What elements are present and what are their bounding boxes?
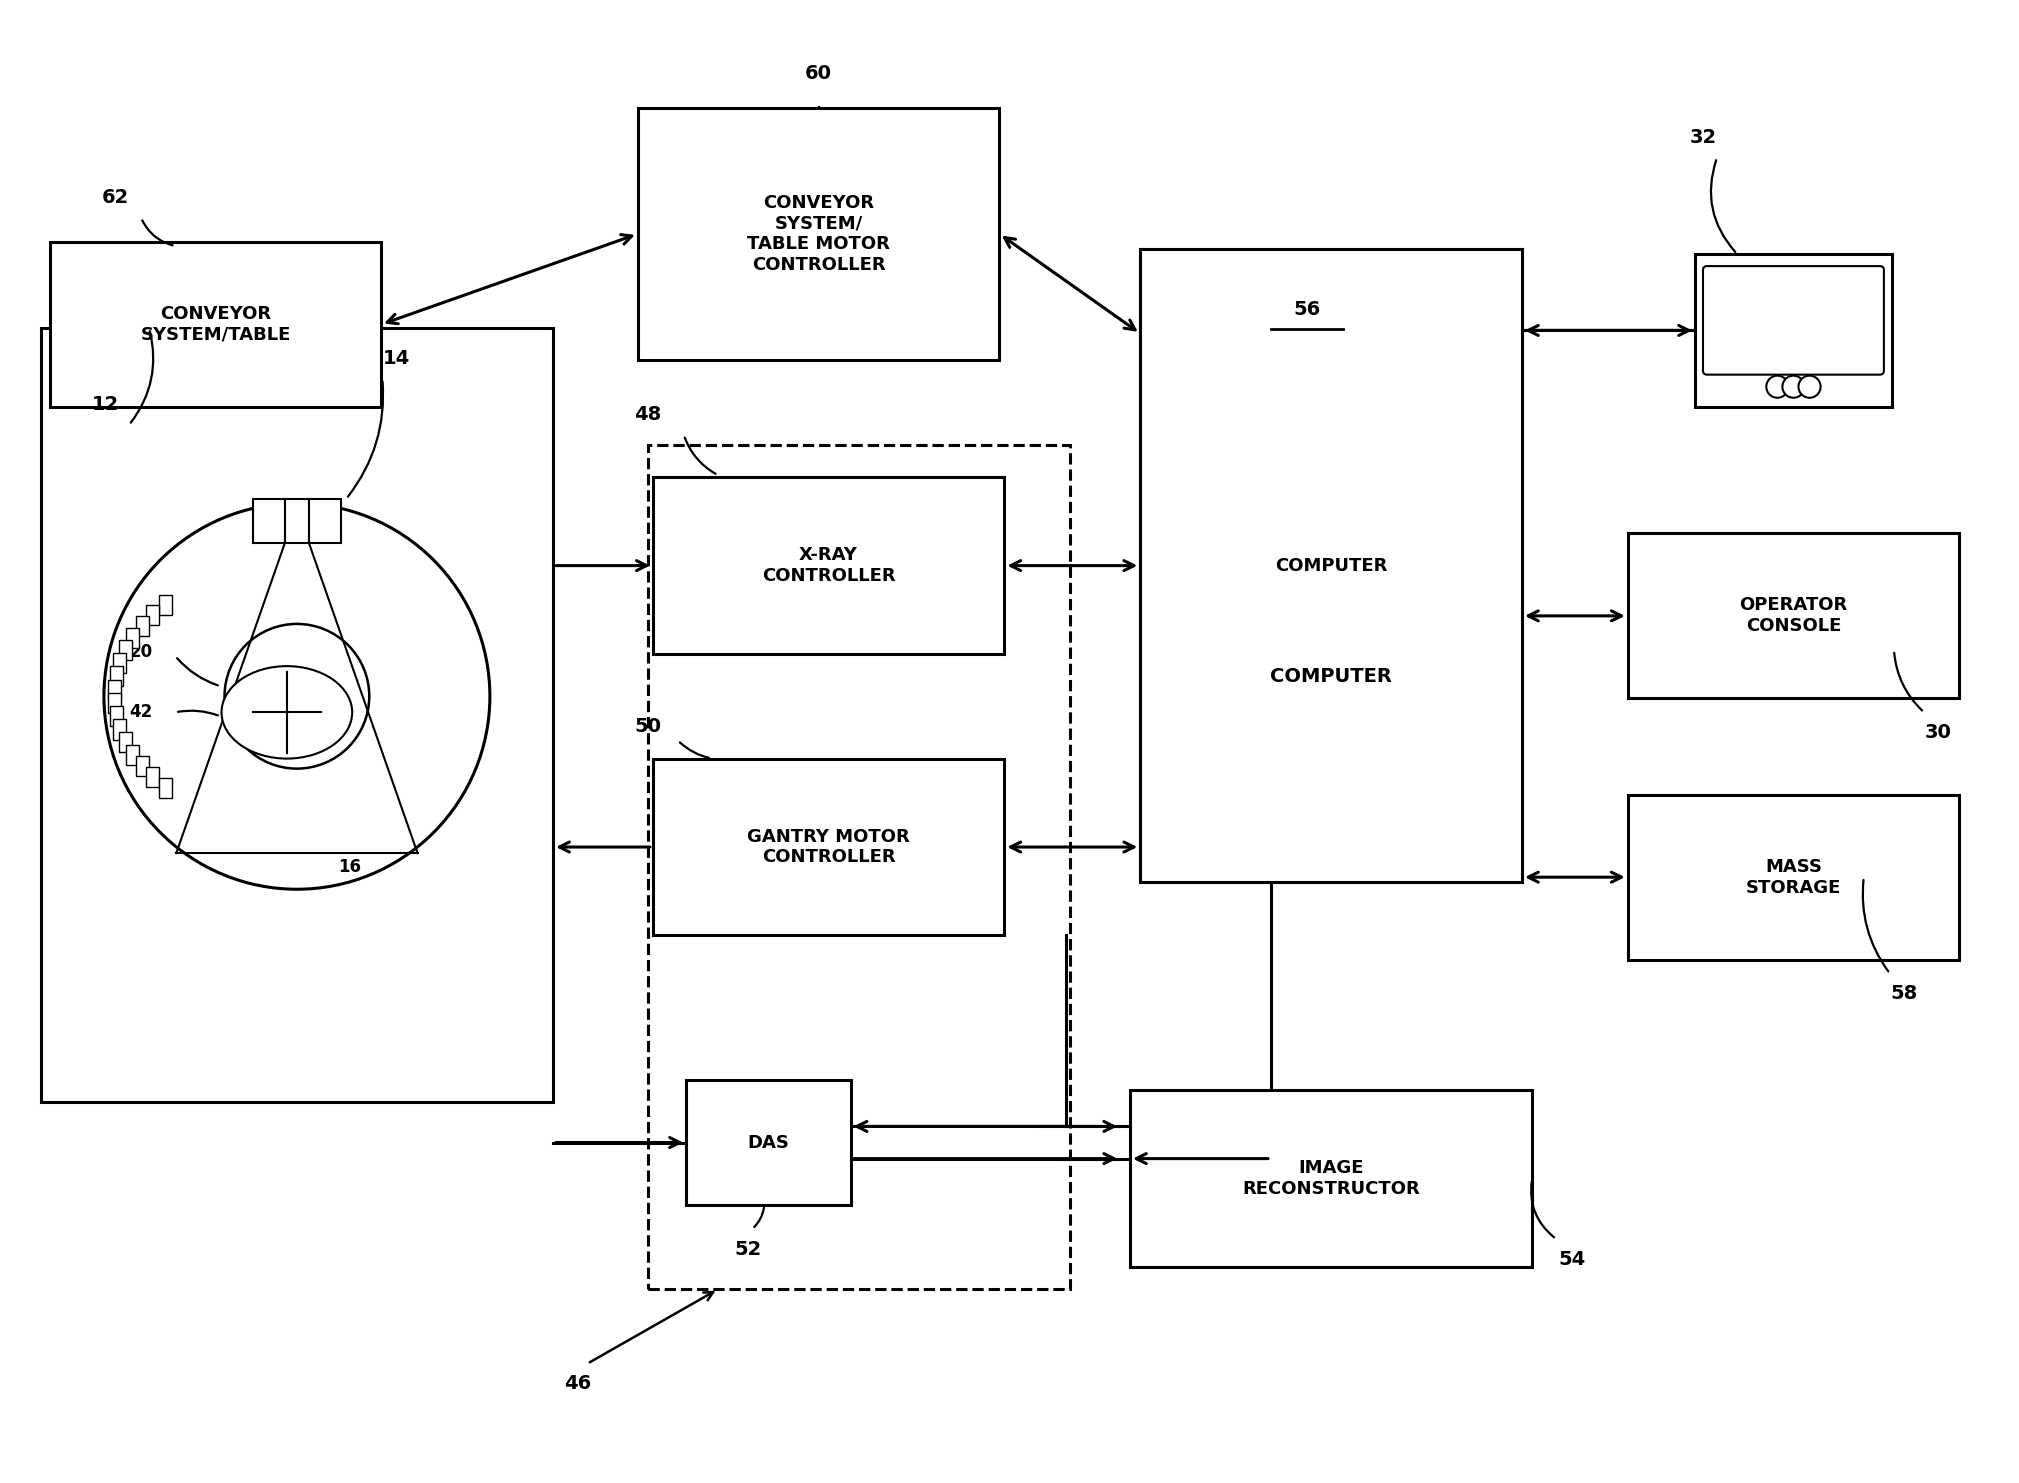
Circle shape <box>1767 375 1789 397</box>
Text: COMPUTER: COMPUTER <box>1274 556 1387 574</box>
FancyBboxPatch shape <box>113 653 127 673</box>
FancyBboxPatch shape <box>145 605 160 626</box>
Text: 60: 60 <box>806 64 832 83</box>
Text: CONVEYOR
SYSTEM/
TABLE MOTOR
CONTROLLER: CONVEYOR SYSTEM/ TABLE MOTOR CONTROLLER <box>747 194 890 274</box>
Text: 48: 48 <box>634 405 662 424</box>
FancyBboxPatch shape <box>1141 249 1522 882</box>
Text: 12: 12 <box>91 396 119 414</box>
FancyBboxPatch shape <box>1696 254 1892 406</box>
Text: 14: 14 <box>384 349 410 368</box>
Text: COMPUTER: COMPUTER <box>1270 667 1391 685</box>
FancyBboxPatch shape <box>109 666 123 687</box>
FancyBboxPatch shape <box>160 777 172 798</box>
Text: OPERATOR
CONSOLE: OPERATOR CONSOLE <box>1738 596 1847 635</box>
Circle shape <box>1799 375 1821 397</box>
Text: 50: 50 <box>634 716 660 736</box>
FancyBboxPatch shape <box>113 719 127 740</box>
FancyBboxPatch shape <box>40 328 553 1102</box>
Text: 16: 16 <box>339 859 361 876</box>
Text: GANTRY MOTOR
CONTROLLER: GANTRY MOTOR CONTROLLER <box>747 828 911 866</box>
FancyBboxPatch shape <box>107 693 121 713</box>
Text: 46: 46 <box>563 1375 592 1393</box>
FancyBboxPatch shape <box>160 595 172 615</box>
Text: 32: 32 <box>1690 128 1716 147</box>
FancyBboxPatch shape <box>145 767 160 787</box>
FancyBboxPatch shape <box>638 108 999 359</box>
FancyBboxPatch shape <box>109 706 123 727</box>
Text: X-RAY
CONTROLLER: X-RAY CONTROLLER <box>761 546 894 584</box>
FancyBboxPatch shape <box>50 242 382 406</box>
FancyBboxPatch shape <box>1627 534 1958 698</box>
FancyBboxPatch shape <box>119 641 131 660</box>
FancyBboxPatch shape <box>652 478 1005 654</box>
Text: 54: 54 <box>1559 1250 1587 1268</box>
Text: 42: 42 <box>129 703 153 721</box>
Text: 52: 52 <box>735 1240 761 1259</box>
FancyBboxPatch shape <box>285 498 309 543</box>
FancyBboxPatch shape <box>1131 1090 1532 1266</box>
Text: 20: 20 <box>129 644 153 661</box>
FancyBboxPatch shape <box>127 627 139 648</box>
FancyBboxPatch shape <box>686 1080 850 1204</box>
FancyBboxPatch shape <box>309 498 341 543</box>
FancyBboxPatch shape <box>1702 265 1884 375</box>
Ellipse shape <box>222 666 351 759</box>
FancyBboxPatch shape <box>1627 795 1958 960</box>
Text: 44: 44 <box>339 684 361 701</box>
Text: 62: 62 <box>101 188 129 208</box>
FancyBboxPatch shape <box>252 498 285 543</box>
FancyBboxPatch shape <box>1141 249 1522 882</box>
Circle shape <box>103 503 491 890</box>
FancyBboxPatch shape <box>107 679 121 700</box>
Text: 56: 56 <box>1294 300 1320 319</box>
Text: IMAGE
RECONSTRUCTOR: IMAGE RECONSTRUCTOR <box>1242 1160 1419 1198</box>
FancyBboxPatch shape <box>127 744 139 765</box>
FancyBboxPatch shape <box>119 733 131 752</box>
FancyBboxPatch shape <box>652 759 1005 936</box>
Text: CONVEYOR
SYSTEM/TABLE: CONVEYOR SYSTEM/TABLE <box>139 305 291 344</box>
FancyBboxPatch shape <box>135 756 149 777</box>
FancyBboxPatch shape <box>135 615 149 636</box>
Text: DAS: DAS <box>747 1133 789 1151</box>
Text: MASS
STORAGE: MASS STORAGE <box>1746 857 1841 897</box>
Circle shape <box>1783 375 1805 397</box>
Circle shape <box>224 624 369 768</box>
Text: 58: 58 <box>1890 985 1918 1004</box>
Text: 30: 30 <box>1924 722 1952 742</box>
